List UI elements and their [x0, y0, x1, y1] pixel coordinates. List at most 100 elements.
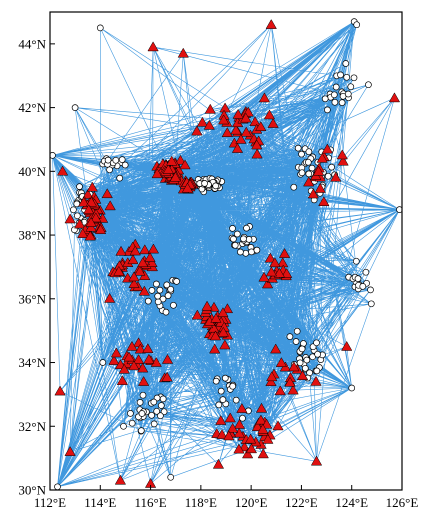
- event-marker: [154, 292, 162, 300]
- station-marker: [265, 266, 278, 277]
- event-marker: [367, 286, 374, 294]
- station-marker: [219, 339, 231, 350]
- event-marker: [163, 281, 171, 289]
- station-marker: [226, 422, 239, 433]
- event-marker: [99, 359, 107, 366]
- station-marker: [110, 347, 122, 358]
- event-marker: [127, 410, 134, 417]
- event-marker: [308, 164, 316, 172]
- event-marker: [344, 90, 352, 98]
- event-marker: [324, 172, 332, 180]
- event-marker: [296, 359, 304, 367]
- station-marker: [251, 421, 264, 431]
- station-marker: [274, 385, 286, 396]
- station-marker: [257, 423, 269, 434]
- station-marker: [223, 430, 235, 441]
- station-marker: [174, 154, 187, 165]
- event-marker: [362, 268, 370, 276]
- y-tick-label: 38°N: [18, 228, 46, 243]
- station-marker: [303, 176, 315, 187]
- event-marker: [298, 345, 306, 353]
- station-marker: [212, 458, 225, 469]
- station-marker: [132, 354, 145, 364]
- station-marker: [56, 165, 69, 176]
- station-marker: [78, 196, 90, 207]
- event-marker: [153, 280, 160, 288]
- station-marker: [129, 245, 141, 256]
- event-marker: [324, 106, 331, 114]
- station-marker: [221, 127, 233, 137]
- event-marker: [242, 249, 250, 257]
- station-marker: [255, 414, 267, 425]
- station-marker: [263, 109, 276, 120]
- station-marker: [209, 330, 222, 341]
- event-marker: [50, 152, 56, 159]
- station-marker: [330, 171, 342, 182]
- event-marker: [338, 99, 346, 106]
- station-marker: [134, 265, 146, 276]
- station-marker: [314, 182, 326, 193]
- event-marker: [240, 235, 247, 243]
- event-marker: [298, 169, 306, 177]
- station-marker: [284, 376, 296, 387]
- station-marker: [201, 300, 213, 311]
- station-marker: [244, 433, 257, 444]
- station-marker: [265, 376, 277, 387]
- station-marker: [341, 340, 353, 351]
- event-marker: [156, 286, 164, 294]
- station-marker: [83, 204, 95, 215]
- event-marker: [162, 308, 170, 316]
- station-marker: [161, 371, 173, 382]
- station-marker: [108, 355, 120, 365]
- event-marker: [148, 287, 156, 294]
- event-marker: [137, 427, 145, 434]
- station-marker: [169, 171, 182, 182]
- station-marker: [257, 448, 269, 459]
- event-marker: [121, 161, 129, 169]
- event-marker: [337, 71, 344, 79]
- event-marker: [76, 183, 83, 190]
- event-marker: [347, 83, 355, 91]
- station-marker: [275, 357, 287, 367]
- station-marker: [181, 182, 194, 193]
- event-marker: [332, 83, 340, 91]
- x-tick-label: 126°E: [386, 495, 419, 510]
- station-marker: [267, 117, 279, 128]
- event-marker: [350, 74, 358, 82]
- station-marker: [196, 116, 209, 127]
- x-tick-label: 118°E: [185, 495, 217, 510]
- station-marker: [128, 360, 140, 371]
- x-tick-label: 124°E: [335, 495, 368, 510]
- event-marker: [245, 236, 253, 243]
- event-marker: [343, 73, 351, 81]
- station-marker: [204, 103, 216, 114]
- station-marker: [94, 224, 107, 234]
- station-marker: [258, 92, 271, 103]
- station-marker: [209, 343, 221, 354]
- station-marker: [316, 152, 328, 163]
- station-marker: [147, 41, 159, 52]
- y-tick-label: 32°N: [18, 419, 46, 434]
- station-marker: [307, 188, 319, 199]
- station-marker: [115, 245, 127, 256]
- station-marker: [217, 307, 229, 318]
- event-marker: [321, 95, 329, 103]
- station-marker: [85, 196, 97, 207]
- event-marker: [230, 235, 237, 243]
- station-marker: [270, 343, 282, 354]
- station-marker: [318, 196, 330, 207]
- event-marker: [253, 246, 261, 254]
- station-marker: [232, 108, 244, 119]
- event-marker: [294, 144, 302, 152]
- station-marker: [236, 403, 248, 413]
- station-marker: [269, 257, 281, 268]
- event-marker: [118, 156, 126, 163]
- station-marker: [251, 148, 263, 159]
- station-marker: [64, 446, 76, 456]
- event-marker: [167, 285, 175, 293]
- station-marker: [54, 385, 66, 396]
- event-marker: [70, 206, 77, 214]
- event-marker: [157, 412, 164, 420]
- station-marker: [251, 139, 263, 150]
- station-marker: [142, 343, 154, 354]
